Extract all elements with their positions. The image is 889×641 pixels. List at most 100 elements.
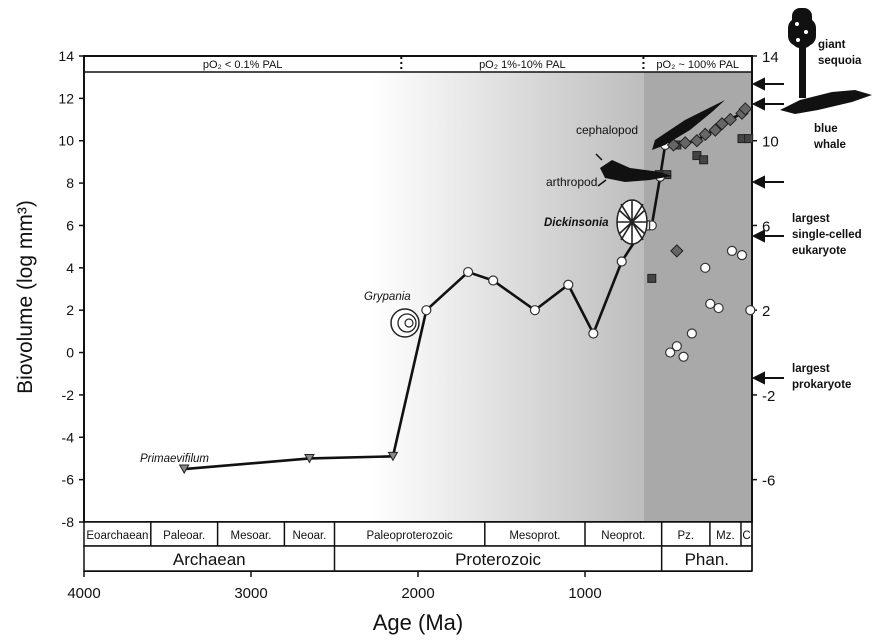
diamond-point	[698, 127, 712, 142]
y-axis-label: Biovolume (log mm³)	[14, 200, 37, 394]
era-label: Neoar.	[293, 530, 327, 542]
giant-sequoia-label: sequoia	[818, 55, 862, 67]
diamond-point	[690, 134, 704, 148]
era-label: Mz.	[716, 530, 735, 542]
square-point	[744, 134, 754, 144]
series	[178, 102, 756, 475]
circle-point	[665, 347, 676, 358]
oxygen-band-label: pO₂ 1%-10% PAL	[479, 59, 566, 71]
annotations: Primaevifilum Grypania Dickinsonia arthropo…	[140, 39, 862, 465]
blue-whale-label: whale	[813, 139, 846, 151]
circle-point	[736, 250, 748, 261]
circle-point	[700, 262, 711, 273]
oxygen-band: pO₂ < 0.1% PAL pO₂ 1%-10% PAL pO₂ ~ 100% P…	[203, 57, 739, 72]
right-tick-label: 2	[762, 303, 770, 320]
y-tick-label: -4	[62, 429, 75, 445]
largest-prokaryote-label: prokaryote	[792, 379, 851, 391]
y-tick-label: -6	[62, 472, 75, 488]
blue-whale-icon	[780, 90, 872, 114]
y-tick-label: -2	[62, 387, 75, 403]
circle-point	[671, 341, 682, 352]
y-tick-label: 2	[66, 302, 74, 318]
y-tick-label: 10	[58, 133, 74, 149]
arthropod-label: arthropod	[546, 175, 597, 189]
y-tick-label: 4	[66, 260, 74, 276]
y-tick-label: 8	[66, 175, 74, 191]
grypania-label: Grypania	[364, 291, 411, 303]
giant-sequoia-icon	[788, 8, 816, 98]
era-label: Paleoproterozoic	[366, 530, 453, 542]
right-tick-label: -6	[762, 473, 775, 490]
era-band: Eoarchaean Paleoar. Mesoar. Neoar. Paleoprot…	[83, 521, 753, 547]
circle-point	[588, 328, 599, 339]
primaevifilum-label: Primaevifilum	[140, 453, 209, 465]
triangle-point	[178, 464, 190, 475]
x-tick-label: 4000	[67, 585, 100, 602]
eon-label: Phan.	[685, 550, 729, 569]
y-tick-label: 14	[58, 48, 74, 64]
eon-label: Proterozoic	[455, 550, 541, 569]
circle-point	[463, 266, 474, 278]
circle-point	[678, 351, 689, 362]
diamond-point	[723, 112, 737, 127]
largest-prokaryote-label: largest	[792, 363, 830, 375]
diamond-point	[666, 138, 681, 152]
x-tick-label: 3000	[234, 585, 267, 602]
triangle-point	[304, 453, 315, 464]
largest-eukaryote-label: largest	[792, 213, 830, 225]
dickinsonia-icon	[616, 199, 648, 245]
cephalopod-label: cephalopod	[576, 123, 638, 137]
circle-point	[705, 298, 716, 309]
giant-sequoia-label: giant	[818, 39, 846, 51]
circle-point	[421, 305, 432, 316]
era-band-frame	[83, 521, 753, 547]
plot-background	[84, 72, 752, 522]
diamond-point	[708, 123, 722, 137]
square-point	[647, 273, 657, 283]
era-label: C	[742, 530, 750, 542]
x-tick-label: 2000	[401, 585, 434, 602]
era-label: Paleoar.	[163, 530, 205, 542]
era-label: Mesoar.	[231, 530, 272, 542]
diamond-point	[678, 136, 692, 150]
circle-point	[488, 275, 499, 286]
arthropod-icon	[595, 153, 672, 187]
dickinsonia-label: Dickinsonia	[544, 217, 609, 229]
era-label: Pz.	[677, 530, 694, 542]
y-tick-label: 12	[58, 90, 74, 106]
circle-point	[563, 279, 574, 290]
right-tick-label: 10	[762, 134, 779, 151]
era-label: Neoprot.	[601, 530, 645, 542]
circle-point	[686, 328, 697, 339]
x-tick-label: 1000	[568, 585, 601, 602]
grypania-icon	[390, 308, 420, 338]
circle-point	[713, 302, 724, 314]
square-point	[699, 155, 709, 165]
right-tick-label: 14	[762, 49, 779, 66]
x-axis-label: Age (Ma)	[373, 610, 463, 635]
largest-eukaryote-label: single-celled	[792, 229, 862, 241]
largest-eukaryote-label: eukaryote	[792, 245, 846, 257]
circle-point	[616, 256, 627, 267]
eon-label: Archaean	[173, 550, 246, 569]
diamond-point	[738, 102, 753, 116]
diamond-point	[670, 244, 684, 258]
era-label: Eoarchaean	[86, 530, 148, 542]
right-tick-label: -2	[762, 388, 775, 405]
right-tick-label: 6	[762, 218, 770, 235]
right-arrows	[751, 77, 784, 385]
circle-point	[726, 245, 738, 256]
circle-point	[745, 305, 756, 316]
y-tick-label: -8	[62, 514, 75, 530]
cephalopod-icon	[652, 100, 725, 150]
eon-band: Archaean Proterozoic Phan.	[83, 545, 753, 572]
y-tick-label: 0	[66, 345, 74, 361]
oxygen-band-label: pO₂ < 0.1% PAL	[203, 59, 283, 71]
y-tick-label: 6	[66, 217, 74, 233]
oxygen-band-label: pO₂ ~ 100% PAL	[656, 59, 739, 71]
circle-point	[529, 305, 541, 316]
eon-band-frame	[83, 545, 753, 572]
era-label: Mesoprot.	[509, 530, 560, 542]
triangle-point	[387, 451, 399, 462]
